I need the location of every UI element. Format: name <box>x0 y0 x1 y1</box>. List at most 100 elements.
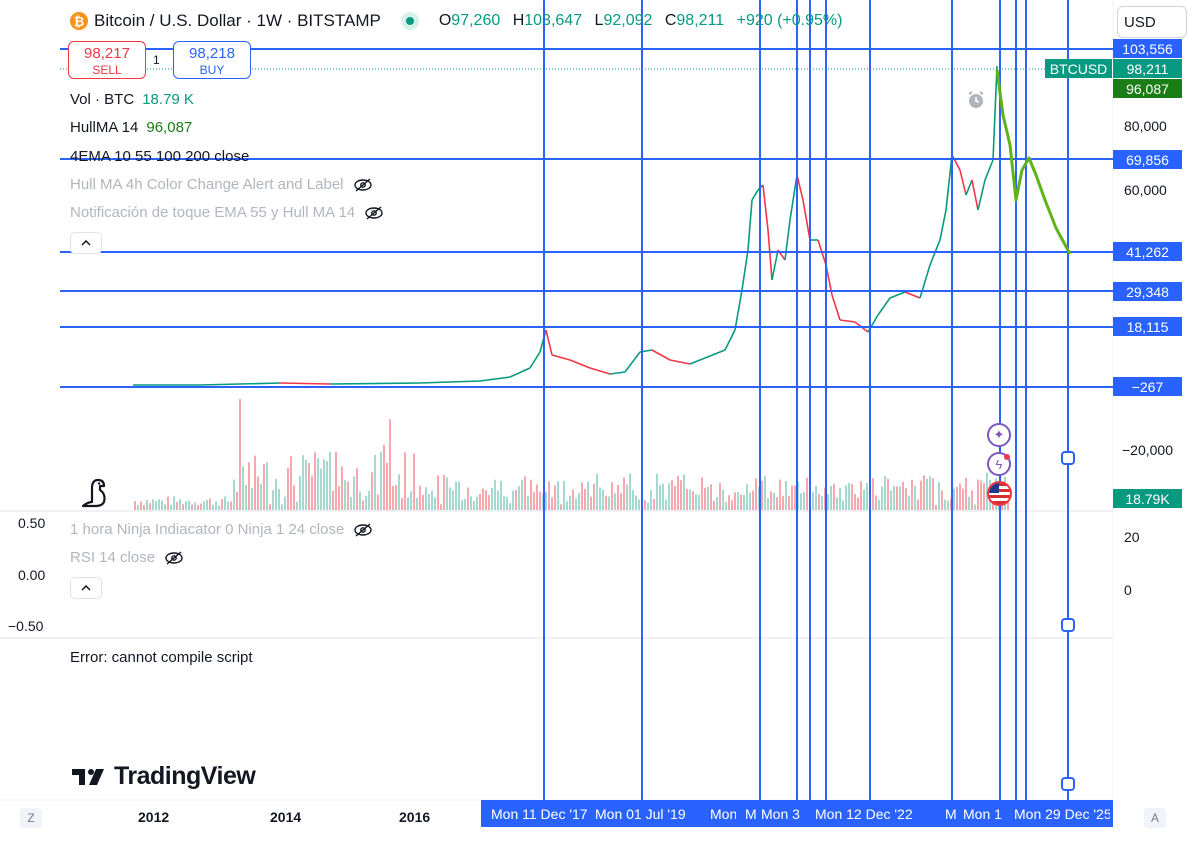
timeframe-bar[interactable] <box>0 846 1200 854</box>
volume-bar <box>161 500 163 510</box>
symbol-header[interactable]: ₿ Bitcoin / U.S. Dollar · 1W · BITSTAMP … <box>70 11 850 31</box>
volume-bar <box>152 499 154 510</box>
volume-bar <box>533 492 535 510</box>
volume-bar <box>644 499 646 510</box>
time-axis-left-corner[interactable]: Z <box>20 808 42 828</box>
volume-bar <box>896 486 898 510</box>
price-segment <box>919 264 931 299</box>
volume-bar <box>584 488 586 510</box>
volume-bar <box>659 485 661 510</box>
price-tag-41262[interactable]: 41,262 <box>1113 242 1182 261</box>
high-value: 103,647 <box>524 12 583 29</box>
price-segment <box>762 184 769 231</box>
price-segment <box>767 229 773 281</box>
legend-ninja[interactable]: 1 hora Ninja Indiacator 0 Ninja 1 24 clo… <box>70 521 374 538</box>
volume-bar <box>821 496 823 510</box>
volume-bar <box>284 496 286 510</box>
volume-bar <box>725 501 727 510</box>
volume-bar <box>1007 497 1009 510</box>
volume-bar <box>335 451 337 510</box>
legend-rsi[interactable]: RSI 14 close <box>70 549 185 566</box>
price-tag-29348[interactable]: 29,348 <box>1113 282 1182 301</box>
eye-hidden-icon[interactable] <box>352 177 374 193</box>
volume-bar <box>932 478 934 510</box>
lightning-icon[interactable]: ϟ <box>987 452 1011 476</box>
alarm-clock-icon[interactable] <box>966 90 986 115</box>
volume-bar <box>179 499 181 510</box>
eye-hidden-icon[interactable] <box>363 205 385 221</box>
legend-hull-alert[interactable]: Hull MA 4h Color Change Alert and Label <box>70 176 374 193</box>
legend-4ema[interactable]: 4EMA 10 55 100 200 close <box>70 148 249 165</box>
drag-handle[interactable] <box>1061 451 1075 465</box>
volume-bar <box>830 486 832 510</box>
volume-bar <box>569 495 571 510</box>
legend-ema-touch[interactable]: Notificación de toque EMA 55 y Hull MA 1… <box>70 204 385 221</box>
volume-bar <box>329 451 331 510</box>
notification-dot <box>1004 454 1010 460</box>
volume-bar <box>935 505 937 510</box>
price-tag-neg267[interactable]: −267 <box>1113 377 1182 396</box>
symbol-tag: BTCUSD <box>1045 59 1112 78</box>
price-segment <box>747 199 753 251</box>
sparkle-icon[interactable]: ✦ <box>987 423 1011 447</box>
collapse-pane-legend-button[interactable] <box>70 577 102 599</box>
volume-bar <box>383 444 385 510</box>
collapse-legend-button[interactable] <box>70 232 102 254</box>
volume-bar <box>422 494 424 510</box>
volume-bar <box>482 488 484 510</box>
sell-button[interactable]: 98,217 SELL <box>68 41 146 79</box>
volume-bar <box>218 505 220 510</box>
price-segment <box>984 159 994 181</box>
price-tag-103556[interactable]: 103,556 <box>1113 39 1182 58</box>
volume-bar <box>497 490 499 510</box>
volume-bar <box>407 497 409 510</box>
volume-bar <box>353 476 355 510</box>
price-segment <box>939 209 947 241</box>
volume-bar <box>845 485 847 510</box>
volume-bar <box>680 480 682 510</box>
volume-bar <box>800 493 802 510</box>
drag-handle[interactable] <box>1061 618 1075 632</box>
symbol-title[interactable]: Bitcoin / U.S. Dollar · 1W · BITSTAMP <box>94 11 381 30</box>
volume-bar <box>554 485 556 510</box>
volume-bar <box>668 483 670 510</box>
volume-bar <box>911 479 913 510</box>
drawing-handles[interactable] <box>1061 451 1075 791</box>
volume-bar <box>395 485 397 510</box>
volume-bar <box>209 498 211 510</box>
pane-left-tick: 0.00 <box>18 567 46 583</box>
volume-bar <box>686 489 688 510</box>
volume-bar <box>338 486 340 510</box>
green-projection-line[interactable] <box>995 69 1072 255</box>
price-segment <box>771 249 779 281</box>
volume-bar <box>707 486 709 510</box>
volume-bar <box>506 496 508 510</box>
legend-volume[interactable]: Vol · BTC 18.79 K <box>70 91 194 108</box>
tradingview-logo[interactable]: TradingView <box>72 762 256 791</box>
vertical-lines[interactable] <box>543 0 1069 800</box>
volume-bar <box>968 496 970 510</box>
volume-bar <box>491 488 493 510</box>
price-segment <box>724 329 736 351</box>
chevron-up-icon <box>81 585 91 591</box>
price-tick: −20,000 <box>1122 442 1173 458</box>
volume-bar <box>905 488 907 510</box>
volume-bar <box>728 495 730 510</box>
legend-hullma[interactable]: HullMA 14 96,087 <box>70 119 192 136</box>
eye-hidden-icon[interactable] <box>352 522 374 538</box>
volume-bar <box>449 487 451 510</box>
volume-bar <box>332 490 334 510</box>
time-axis-highlight[interactable]: Mon 11 Dec '17 Mon 01 Jul '19 Mon M Mon … <box>481 800 1113 827</box>
currency-select[interactable]: USD <box>1117 6 1187 38</box>
buy-button[interactable]: 98,218 BUY <box>173 41 251 79</box>
volume-bar <box>836 497 838 510</box>
drag-handle[interactable] <box>1061 777 1075 791</box>
price-tag-69856[interactable]: 69,856 <box>1113 150 1182 169</box>
us-flag-icon[interactable] <box>987 481 1012 511</box>
time-axis-right-corner[interactable]: A <box>1144 808 1166 828</box>
volume-bar <box>365 496 367 510</box>
price-tag-18115[interactable]: 18,115 <box>1113 317 1182 336</box>
market-status-icon[interactable] <box>400 12 419 30</box>
eye-hidden-icon[interactable] <box>163 550 185 566</box>
